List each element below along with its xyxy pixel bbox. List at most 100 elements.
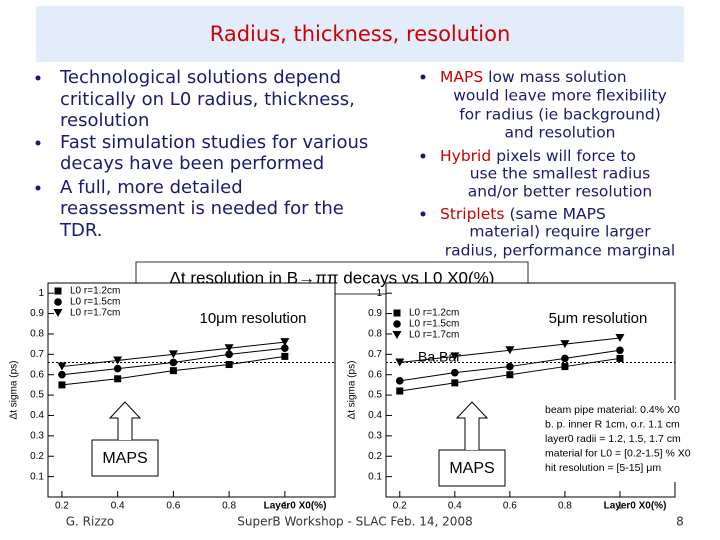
marker bbox=[169, 358, 178, 367]
bullet-text: Hybrid pixels will force to bbox=[440, 147, 636, 165]
y-tick-label: 0.3 bbox=[30, 430, 44, 441]
y-axis-label: Δt sigma (ps) bbox=[347, 361, 358, 420]
x-tick-label: 0.2 bbox=[393, 501, 407, 512]
callout-box bbox=[91, 439, 159, 477]
x-axis-label: Layer0 X0(%) bbox=[604, 501, 667, 512]
y-tick-label: 1 bbox=[376, 288, 382, 299]
bullet-text: critically on L0 radius, thickness, bbox=[60, 89, 355, 110]
bullet-line: low mass solution bbox=[488, 68, 626, 86]
y-axis-label: Δt sigma (ps) bbox=[9, 361, 20, 420]
keyword: MAPS bbox=[440, 68, 483, 86]
y-tick-label: 1 bbox=[38, 288, 44, 299]
keyword: Striplets bbox=[440, 205, 504, 223]
y-tick-label: 0.7 bbox=[30, 349, 44, 360]
legend-label: L0 r=1.7cm bbox=[70, 308, 120, 319]
marker bbox=[395, 377, 404, 385]
y-tick-label: 0.9 bbox=[30, 308, 44, 319]
bullet-text: resolution bbox=[60, 110, 149, 131]
bullet bbox=[35, 140, 41, 146]
note: b. p. inner R 1cm, o.r. 1.1 cm bbox=[545, 418, 680, 430]
callout: MAPS bbox=[449, 460, 494, 477]
bullet-text: Striplets (same MAPS bbox=[440, 205, 606, 223]
callout-box bbox=[438, 449, 506, 487]
marker bbox=[506, 362, 514, 371]
marker bbox=[57, 362, 67, 371]
marker bbox=[113, 364, 122, 373]
y-tick-label: 0.9 bbox=[368, 308, 382, 319]
notes-box bbox=[538, 400, 718, 482]
marker bbox=[58, 370, 66, 379]
marker bbox=[224, 344, 234, 353]
bullet-text: material) require larger bbox=[469, 223, 651, 241]
marker bbox=[451, 379, 459, 387]
bullet-text: decays have been performed bbox=[60, 153, 324, 174]
marker bbox=[281, 344, 289, 353]
legend-label: L0 r=1.2cm bbox=[409, 308, 459, 319]
bullet-text: reassessment is needed for the bbox=[60, 198, 344, 219]
y-tick-label: 0.1 bbox=[30, 471, 44, 482]
x-tick-label: 0.4 bbox=[111, 501, 125, 512]
x-tick-label: 0.6 bbox=[166, 501, 180, 512]
marker bbox=[114, 375, 122, 383]
x-tick-label: 1 bbox=[282, 501, 288, 512]
plot-title: 10μm resolution bbox=[199, 310, 306, 327]
bullet-text: and resolution bbox=[504, 124, 615, 142]
marker bbox=[561, 354, 569, 363]
marker bbox=[505, 346, 515, 355]
marker bbox=[561, 363, 569, 371]
bullet-text: radius, performance marginal bbox=[445, 242, 675, 260]
marker bbox=[451, 368, 459, 377]
legend-marker bbox=[54, 287, 62, 295]
marker bbox=[225, 350, 233, 359]
marker bbox=[616, 354, 624, 362]
marker bbox=[113, 356, 123, 365]
bullet bbox=[35, 75, 41, 81]
marker bbox=[280, 338, 290, 347]
y-tick-label: 0.7 bbox=[368, 349, 382, 360]
reference-label: Ba.Bar bbox=[418, 349, 461, 365]
marker bbox=[168, 350, 178, 359]
bullet-text: A full, more detailed bbox=[60, 177, 243, 198]
y-tick-label: 0.8 bbox=[368, 329, 382, 340]
x-tick-label: 0.6 bbox=[503, 501, 517, 512]
legend-marker bbox=[53, 309, 63, 317]
bullet-text: and/or better resolution bbox=[468, 183, 652, 201]
bullet-text: Technological solutions depend bbox=[59, 67, 341, 88]
bullet-text: for radius (ie background) bbox=[459, 106, 661, 124]
arrow bbox=[455, 401, 489, 450]
y-tick-label: 0.6 bbox=[368, 369, 382, 380]
bullet-text: Fast simulation studies for various bbox=[60, 132, 368, 153]
bullet bbox=[420, 74, 426, 80]
y-tick-label: 0.4 bbox=[30, 410, 44, 421]
x-axis-label: Layer0 X0(%) bbox=[264, 501, 327, 512]
bullet bbox=[420, 211, 426, 217]
legend-label: L0 r=1.5cm bbox=[409, 319, 459, 330]
legend-label: L0 r=1.7cm bbox=[409, 330, 459, 341]
marker bbox=[560, 340, 570, 349]
marker bbox=[396, 387, 404, 395]
plot-title: 5μm resolution bbox=[549, 310, 648, 327]
legend-marker bbox=[393, 320, 401, 328]
marker bbox=[506, 371, 514, 379]
legend-label: L0 r=1.5cm bbox=[70, 297, 120, 308]
title: Radius, thickness, resolution bbox=[210, 22, 511, 46]
footer-author: G. Rizzo bbox=[66, 515, 115, 529]
x-tick-label: 0.2 bbox=[55, 501, 69, 512]
y-tick-label: 0.1 bbox=[368, 471, 382, 482]
footer-page: 8 bbox=[676, 515, 684, 529]
marker bbox=[615, 334, 625, 343]
callout: MAPS bbox=[102, 450, 147, 467]
y-tick-label: 0.5 bbox=[368, 390, 382, 401]
legend-label: L0 r=1.2cm bbox=[70, 286, 120, 297]
bullet-text: would leave more flexibility bbox=[453, 87, 667, 105]
bullet bbox=[35, 185, 41, 191]
footer-event: SuperB Workshop - SLAC Feb. 14, 2008 bbox=[237, 515, 472, 529]
marker bbox=[395, 358, 405, 367]
legend-marker bbox=[54, 298, 62, 306]
marker bbox=[450, 352, 460, 361]
note: layer0 radii = 1.2, 1.5, 1.7 cm bbox=[545, 433, 681, 445]
arrow bbox=[108, 401, 142, 440]
note: material for L0 = [0.2-1.5] % X0 bbox=[545, 447, 691, 459]
